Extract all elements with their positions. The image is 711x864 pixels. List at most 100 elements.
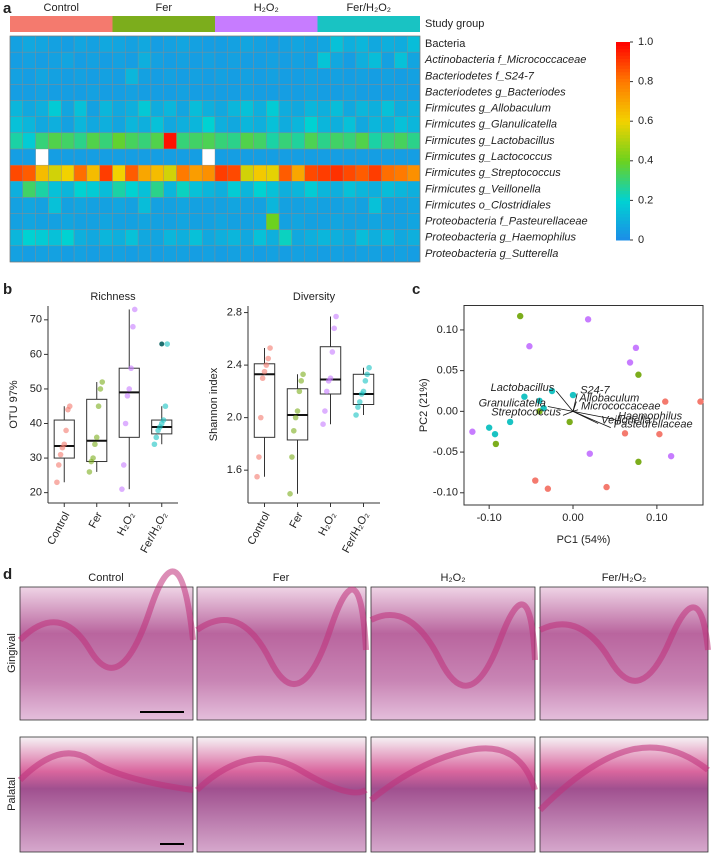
heat-cell: [189, 164, 203, 182]
loading-label: Streptococcus: [491, 406, 561, 418]
heat-cell: [189, 35, 203, 53]
column-label: Fer/H₂O₂: [602, 572, 647, 584]
heat-cell: [317, 132, 331, 150]
heat-cell: [406, 181, 421, 198]
x-tick-label: 0.00: [562, 512, 583, 524]
box: [352, 373, 375, 406]
panel-label: a: [3, 0, 12, 17]
data-point: [263, 362, 270, 368]
heat-cell: [112, 181, 126, 198]
heat-cell: [304, 229, 318, 247]
colorbar-step: [616, 160, 630, 165]
heat-cell: [125, 35, 139, 53]
loading-arrow: [572, 401, 577, 412]
heat-cell: [214, 148, 229, 166]
data-point: [626, 359, 634, 366]
data-point: [66, 403, 73, 410]
heat-cell: [137, 116, 152, 134]
heat-cell: [406, 35, 421, 53]
data-point: [521, 393, 528, 400]
heat-cell: [112, 164, 126, 182]
heat-cell: [22, 229, 36, 247]
heat-cell: [48, 84, 62, 101]
colorbar-tick-label: 0.8: [638, 76, 653, 88]
heat-cell: [291, 100, 305, 117]
heat-cell: [163, 229, 177, 247]
colorbar-step: [616, 180, 630, 185]
heat-cell: [406, 164, 421, 182]
heat-cell: [86, 84, 100, 101]
heat-cell: [137, 84, 152, 101]
data-point: [287, 491, 293, 497]
colorbar-step: [616, 42, 630, 46]
heat-cell: [150, 164, 164, 182]
heat-cell: [22, 35, 36, 53]
colorbar-step: [616, 226, 630, 231]
data-point: [331, 325, 338, 332]
heat-cell: [253, 245, 267, 263]
loading-arrow: [572, 410, 611, 429]
data-point: [362, 378, 369, 384]
heat-cell: [355, 116, 369, 134]
loading-label: Veillonella: [601, 414, 651, 426]
heat-cell: [201, 164, 216, 182]
heat-cell: [99, 148, 113, 166]
heat-cell: [112, 35, 126, 53]
heat-cell: [330, 181, 344, 198]
heat-cell: [253, 100, 267, 117]
heat-cell: [163, 245, 177, 263]
heat-cell: [330, 116, 344, 134]
heat-cell: [73, 68, 88, 85]
data-point: [259, 375, 266, 382]
heat-cell: [112, 245, 126, 263]
heat-cell: [61, 68, 75, 85]
colorbar-step: [616, 220, 630, 224]
heat-cell: [176, 181, 190, 198]
data-point: [323, 388, 330, 395]
colorbar-tick-label: 0.4: [638, 155, 653, 167]
heat-cell: [240, 100, 254, 117]
heat-cell: [381, 213, 395, 230]
data-point: [131, 306, 138, 313]
heat-cell: [189, 213, 203, 230]
heat-cell: [22, 132, 36, 150]
y-axis-label: PC2 (21%): [418, 378, 430, 432]
heat-cell: [125, 229, 139, 247]
heat-cell: [61, 164, 75, 182]
heat-cell: [61, 245, 75, 263]
heat-cell: [342, 148, 357, 166]
y-tick-label: 0.00: [437, 405, 458, 417]
heat-cell: [291, 181, 305, 198]
heat-cell: [368, 164, 382, 182]
row-label: Gingival: [6, 633, 18, 673]
heat-cell: [9, 35, 24, 53]
heat-cell: [189, 197, 203, 214]
loading-arrow: [562, 410, 574, 416]
heat-cell: [227, 51, 241, 69]
data-point: [261, 368, 268, 375]
heatmap-frame: [9, 35, 421, 263]
heat-cell: [48, 181, 62, 198]
heat-cell: [99, 100, 113, 117]
loading-label: S24-7: [580, 384, 610, 396]
data-point: [99, 379, 106, 385]
x-tick-label: Control: [45, 510, 72, 547]
data-point: [290, 427, 297, 434]
colorbar-step: [616, 134, 630, 139]
heat-cell: [240, 132, 254, 150]
y-tick-label: 1.6: [227, 464, 242, 476]
heat-cell: [73, 35, 88, 53]
heat-cell: [150, 197, 164, 214]
data-point: [366, 364, 372, 371]
heat-cell: [137, 148, 152, 166]
heat-cell: [176, 229, 190, 247]
row-label: Firmicutes g_Lactococcus: [425, 151, 553, 163]
heat-cell: [368, 100, 382, 117]
heat-cell: [9, 245, 24, 263]
group-bar: [317, 16, 420, 32]
heat-cell: [240, 51, 254, 69]
heat-cell: [48, 148, 62, 166]
heat-cell: [48, 197, 62, 214]
data-point: [160, 417, 167, 423]
heat-cell: [99, 213, 113, 230]
